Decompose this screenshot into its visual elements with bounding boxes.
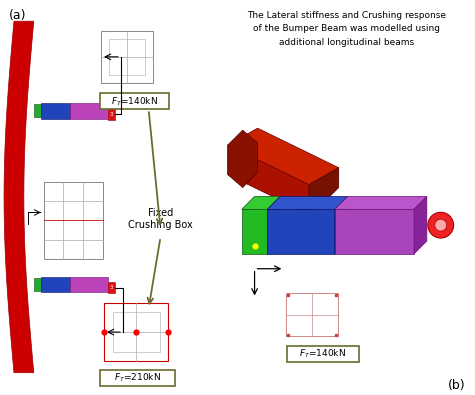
Bar bbox=[100, 94, 170, 109]
Bar bbox=[34, 104, 41, 117]
Bar bbox=[287, 346, 359, 362]
Bar bbox=[104, 303, 169, 361]
Polygon shape bbox=[309, 168, 339, 214]
Bar bbox=[41, 276, 70, 292]
Bar bbox=[286, 293, 338, 336]
Polygon shape bbox=[228, 145, 309, 214]
Bar bbox=[70, 103, 108, 119]
Bar bbox=[108, 282, 115, 293]
Text: Fixed
Crushing Box: Fixed Crushing Box bbox=[128, 209, 193, 230]
Text: 3: 3 bbox=[110, 285, 113, 290]
Polygon shape bbox=[242, 196, 280, 209]
Bar bbox=[267, 209, 335, 254]
Polygon shape bbox=[267, 196, 348, 209]
Bar bbox=[70, 276, 108, 292]
Polygon shape bbox=[335, 196, 427, 209]
Polygon shape bbox=[267, 196, 280, 254]
Polygon shape bbox=[335, 196, 348, 254]
Bar bbox=[108, 108, 115, 120]
Circle shape bbox=[435, 219, 446, 231]
Bar bbox=[41, 103, 70, 119]
Text: The Lateral stiffness and Crushing response
of the Bumper Beam was modelled usin: The Lateral stiffness and Crushing respo… bbox=[247, 11, 446, 47]
Polygon shape bbox=[414, 196, 427, 254]
Text: (b): (b) bbox=[448, 379, 466, 392]
Bar bbox=[113, 312, 160, 352]
Polygon shape bbox=[228, 128, 339, 184]
Bar bbox=[100, 370, 175, 386]
Text: (a): (a) bbox=[9, 9, 27, 22]
Text: $\mathit{F_T}$=140kN: $\mathit{F_T}$=140kN bbox=[111, 95, 158, 108]
Text: $\mathit{F_T}$=140kN: $\mathit{F_T}$=140kN bbox=[299, 348, 346, 360]
Text: $\mathit{F_T}$=210kN: $\mathit{F_T}$=210kN bbox=[114, 371, 161, 384]
Bar bbox=[335, 209, 414, 254]
Bar bbox=[242, 209, 267, 254]
Bar bbox=[34, 278, 41, 290]
Text: 3: 3 bbox=[110, 112, 113, 117]
Polygon shape bbox=[228, 130, 257, 188]
Polygon shape bbox=[4, 21, 34, 373]
Bar bbox=[44, 182, 103, 259]
Bar bbox=[101, 31, 152, 83]
Circle shape bbox=[428, 212, 454, 238]
Bar bbox=[109, 39, 145, 75]
